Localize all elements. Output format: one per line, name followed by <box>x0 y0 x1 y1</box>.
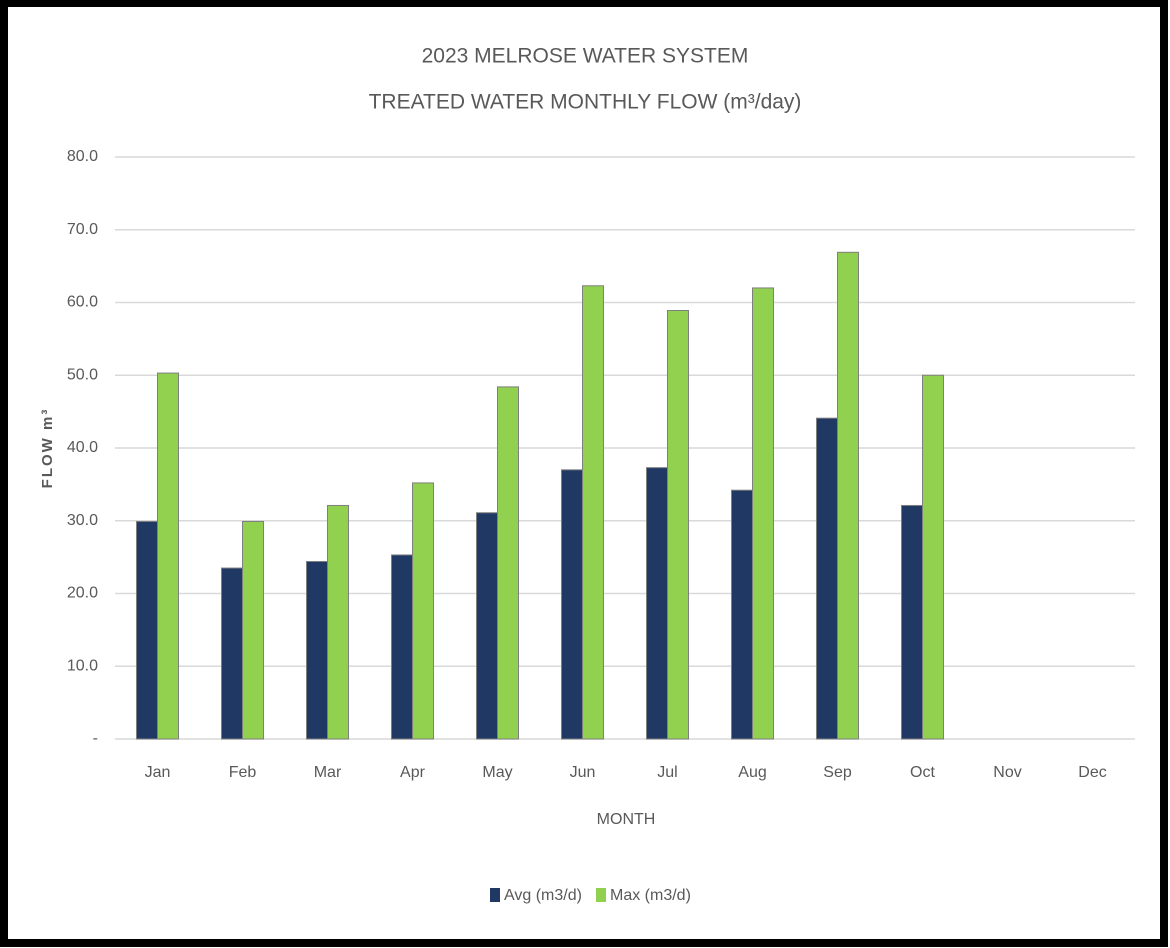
chart-subtitle: TREATED WATER MONTHLY FLOW (m³/day) <box>369 91 802 114</box>
y-axis-label: FLOW m³ <box>39 408 56 489</box>
bar <box>221 567 243 740</box>
x-tick-label: Jun <box>570 764 596 781</box>
x-tick-label: Mar <box>314 764 342 781</box>
bar <box>837 251 859 740</box>
bar <box>646 467 668 740</box>
x-axis-label: MONTH <box>597 811 656 828</box>
bar <box>242 520 264 740</box>
bar <box>816 417 838 740</box>
y-tick-label: - <box>93 730 98 747</box>
x-tick-label: Aug <box>738 764 766 781</box>
bar <box>497 386 519 740</box>
legend-label: Max (m3/d) <box>610 887 691 904</box>
x-tick-label: Oct <box>910 764 935 781</box>
legend-swatch <box>490 888 500 902</box>
bar <box>157 372 179 740</box>
y-tick-label: 50.0 <box>67 366 98 383</box>
bar <box>582 285 604 740</box>
bar <box>667 310 689 740</box>
chart-title: 2023 MELROSE WATER SYSTEM <box>422 45 749 68</box>
y-tick-label: 80.0 <box>67 148 98 165</box>
x-tick-label: Dec <box>1078 764 1106 781</box>
bar <box>327 504 349 740</box>
y-tick-label: 40.0 <box>67 439 98 456</box>
x-tick-label: May <box>482 764 512 781</box>
bar <box>412 482 434 740</box>
x-tick-label: Jul <box>657 764 677 781</box>
x-tick-label: Feb <box>229 764 257 781</box>
bar <box>391 554 413 740</box>
y-tick-label: 10.0 <box>67 657 98 674</box>
legend-swatch <box>596 888 606 902</box>
bar <box>901 504 923 740</box>
x-tick-label: Apr <box>400 764 426 781</box>
bar <box>306 560 328 740</box>
legend-label: Avg (m3/d) <box>504 887 582 904</box>
bar <box>561 469 583 740</box>
bar <box>136 520 158 740</box>
x-tick-label: Sep <box>823 764 852 781</box>
bar <box>922 374 944 740</box>
y-tick-label: 60.0 <box>67 294 98 311</box>
y-tick-label: 20.0 <box>67 585 98 602</box>
y-tick-label: 30.0 <box>67 512 98 529</box>
bar <box>731 489 753 740</box>
x-tick-label: Nov <box>993 764 1021 781</box>
y-tick-label: 70.0 <box>67 221 98 238</box>
x-tick-label: Jan <box>145 764 171 781</box>
bar <box>752 287 774 740</box>
bar <box>476 512 498 740</box>
